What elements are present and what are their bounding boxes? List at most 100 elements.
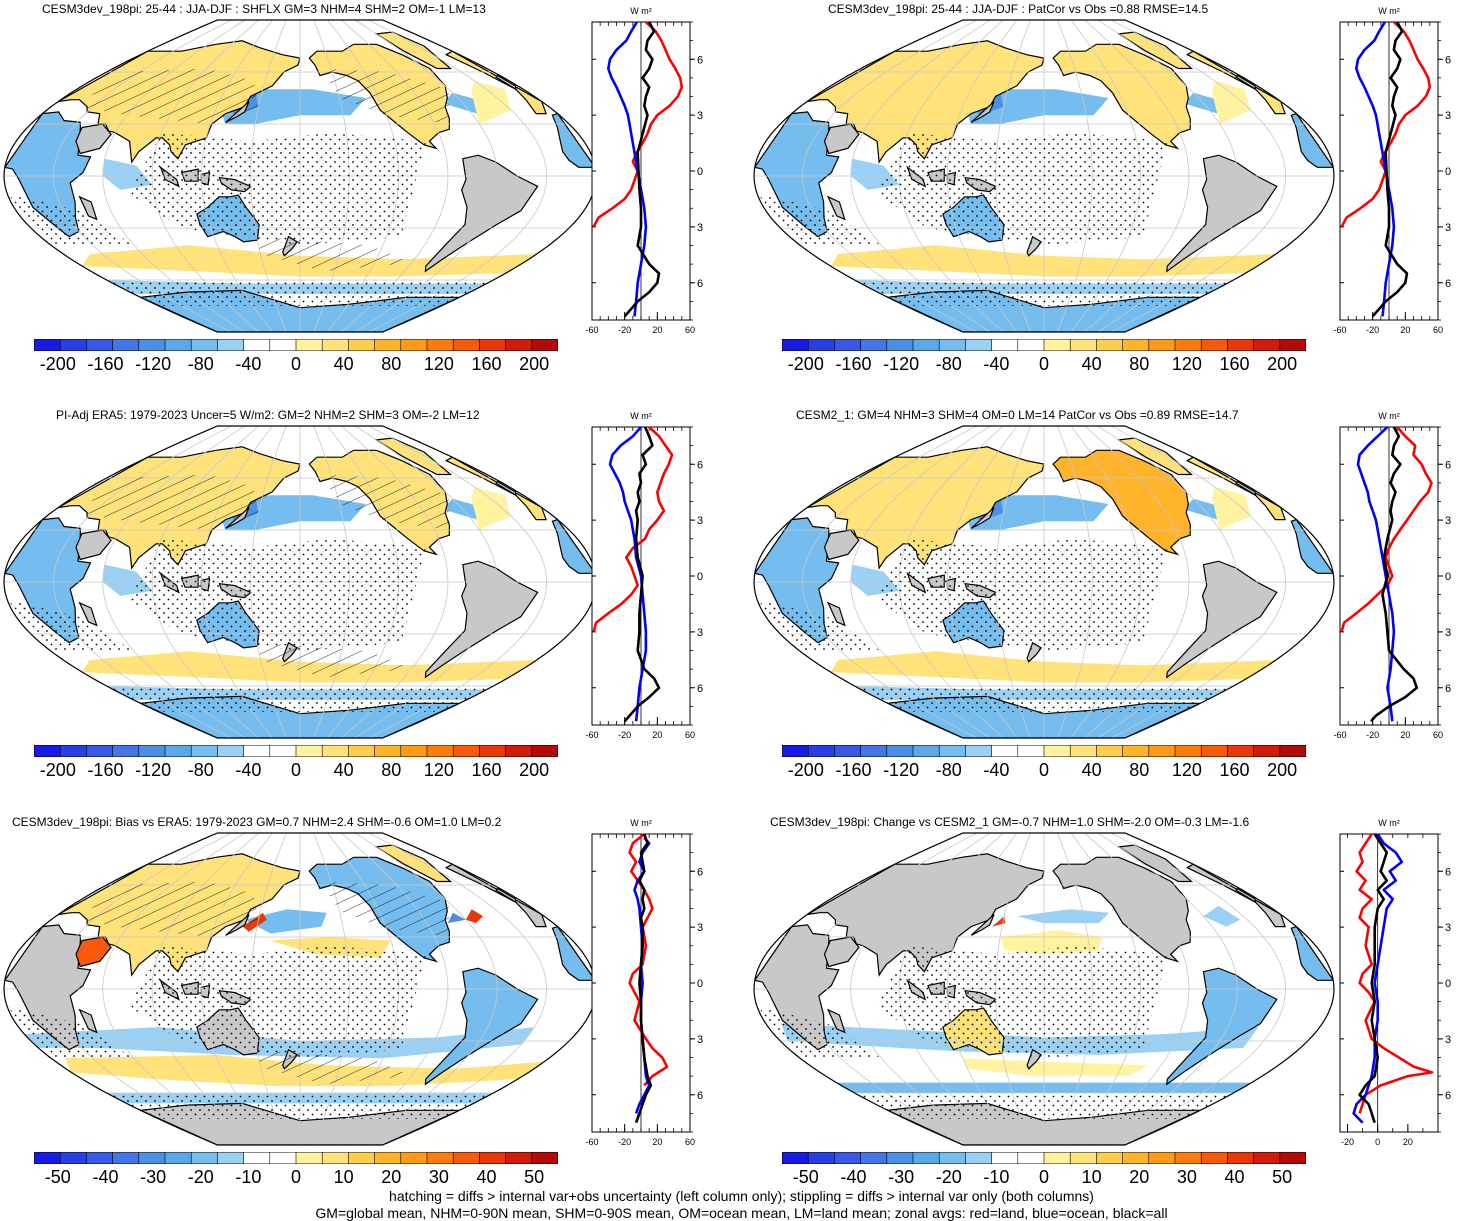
colorbar-tick-label: 40 — [333, 760, 354, 780]
colorbar-tick-label: 200 — [1267, 354, 1298, 374]
colorbar-tick-label: 0 — [1038, 760, 1050, 780]
map-border — [3, 19, 597, 333]
stippling-region — [757, 1006, 882, 1059]
colorbar-tick-label: 160 — [471, 354, 502, 374]
colorbar-segment — [217, 1152, 245, 1164]
x-tick-label: 60 — [685, 730, 695, 740]
colorbar-segment — [348, 1152, 376, 1164]
colorbar-segment — [1279, 1152, 1306, 1164]
panel-title: CESM3dev_198pi: 25-44 : JJA-DJF : PatCor… — [828, 2, 1209, 16]
lat-tick-label: 60S — [1445, 1090, 1451, 1102]
ocean-anomaly-region — [962, 1058, 1149, 1076]
lat-tick-label: 30N — [697, 515, 703, 527]
colorbar-segment — [1200, 745, 1229, 757]
colorbar-segment — [782, 339, 809, 351]
colorbar-tick-label: 40 — [1224, 1167, 1245, 1187]
ocean-anomaly-region — [1212, 486, 1251, 530]
colorbar-tick-label: 120 — [1171, 354, 1202, 374]
colorbar-segment — [190, 1152, 218, 1164]
continent-eurasiaW — [444, 863, 547, 928]
colorbar-segment — [782, 1152, 809, 1164]
continent-uk — [495, 480, 517, 497]
colorbar-segment — [348, 745, 376, 757]
zonal-frame — [1339, 833, 1439, 1133]
colorbar-tick-label: 0 — [1038, 1167, 1050, 1187]
map-content — [4, 833, 596, 1145]
world-map — [753, 832, 1335, 1146]
ocean-zonal-line — [1356, 426, 1396, 722]
zonal-units: W m² — [630, 6, 652, 16]
colorbar-segment — [34, 339, 61, 351]
ocean-anomaly-region — [992, 916, 1006, 927]
colorbar-tick-label: -30 — [888, 1167, 915, 1187]
stippling-region — [876, 132, 1168, 246]
colorbar-tick-label: -40 — [235, 760, 262, 780]
colorbar-segment — [374, 1152, 402, 1164]
world-map — [3, 832, 597, 1146]
colorbar-tick-label: 160 — [1219, 354, 1250, 374]
colorbar-segment — [1017, 745, 1045, 757]
colorbar-segment — [295, 1152, 323, 1164]
colorbar-segment — [1200, 339, 1229, 351]
lat-tick-label: 60S — [697, 683, 703, 695]
colorbar-segment — [112, 339, 140, 351]
colorbar-segment — [807, 339, 836, 351]
hatching-region — [78, 68, 259, 124]
lat-tick-label: 30S — [1445, 222, 1451, 234]
colorbar-segment — [374, 745, 402, 757]
colorbar-segment — [1069, 339, 1098, 351]
continent-africaW — [1290, 925, 1334, 981]
zonal-mean-plot: W m² 60N 30N 0 30S 60S -20 0 20 — [1339, 818, 1451, 1147]
colorbar-segment — [479, 339, 507, 351]
colorbar — [782, 745, 1306, 757]
all-zonal-line — [1371, 21, 1409, 318]
colorbar-tick-label: -40 — [983, 760, 1010, 780]
colorbar-segment — [295, 339, 323, 351]
continent-southAmerica — [424, 967, 539, 1086]
continent-madagascar — [826, 195, 846, 221]
colorbar-segment — [59, 1152, 88, 1164]
colorbar-segment — [269, 1152, 297, 1164]
continent-madagascar — [78, 195, 98, 221]
colorbar-segment — [1043, 1152, 1071, 1164]
colorbar-segment — [321, 339, 350, 351]
colorbar-tick-label: 20 — [1129, 1167, 1150, 1187]
map-border — [753, 425, 1335, 739]
colorbar-segment — [991, 745, 1019, 757]
x-tick-label: -60 — [585, 325, 598, 335]
continent-africaE — [4, 517, 92, 644]
x-tick-label: -60 — [1333, 730, 1346, 740]
continent-uk — [495, 887, 517, 904]
continent-northAmerica — [1052, 449, 1191, 556]
colorbar-segment — [965, 1152, 993, 1164]
colorbar-segment — [1017, 1152, 1045, 1164]
colorbar-tick-label: -20 — [935, 1167, 962, 1187]
colorbar-segment — [426, 339, 454, 351]
colorbar-segment — [965, 339, 993, 351]
colorbar-segment — [164, 745, 192, 757]
colorbar-segment — [217, 339, 245, 351]
colorbar-tick-label: 10 — [333, 1167, 354, 1187]
colorbar-segment — [190, 745, 218, 757]
colorbar-segment — [243, 745, 271, 757]
colorbar-segment — [912, 745, 940, 757]
continent-northAmerica — [1052, 43, 1191, 150]
colorbar-segment — [991, 1152, 1019, 1164]
continent-uk — [1235, 887, 1257, 904]
lat-tick-label: 0 — [1445, 571, 1451, 583]
colorbar-tick-label: 20 — [381, 1167, 402, 1187]
stippling-region — [106, 280, 494, 306]
colorbar-segment — [938, 339, 966, 351]
colorbar-tick-label: 10 — [1081, 1167, 1102, 1187]
colorbar-segment — [479, 745, 507, 757]
world-map — [3, 425, 597, 739]
ocean-anomaly-region — [447, 912, 466, 924]
colorbar-segment — [1200, 1152, 1229, 1164]
land-zonal-line — [1340, 426, 1433, 633]
colorbar-segment — [426, 745, 454, 757]
x-tick-label: 60 — [1433, 325, 1443, 335]
zonal-mean-plot: W m² 60N 30N 0 30S 60S -60 -20 20 60 — [585, 818, 703, 1147]
continent-madagascar — [78, 601, 98, 627]
hatching-region — [320, 68, 450, 124]
continent-southAmerica — [424, 560, 539, 679]
